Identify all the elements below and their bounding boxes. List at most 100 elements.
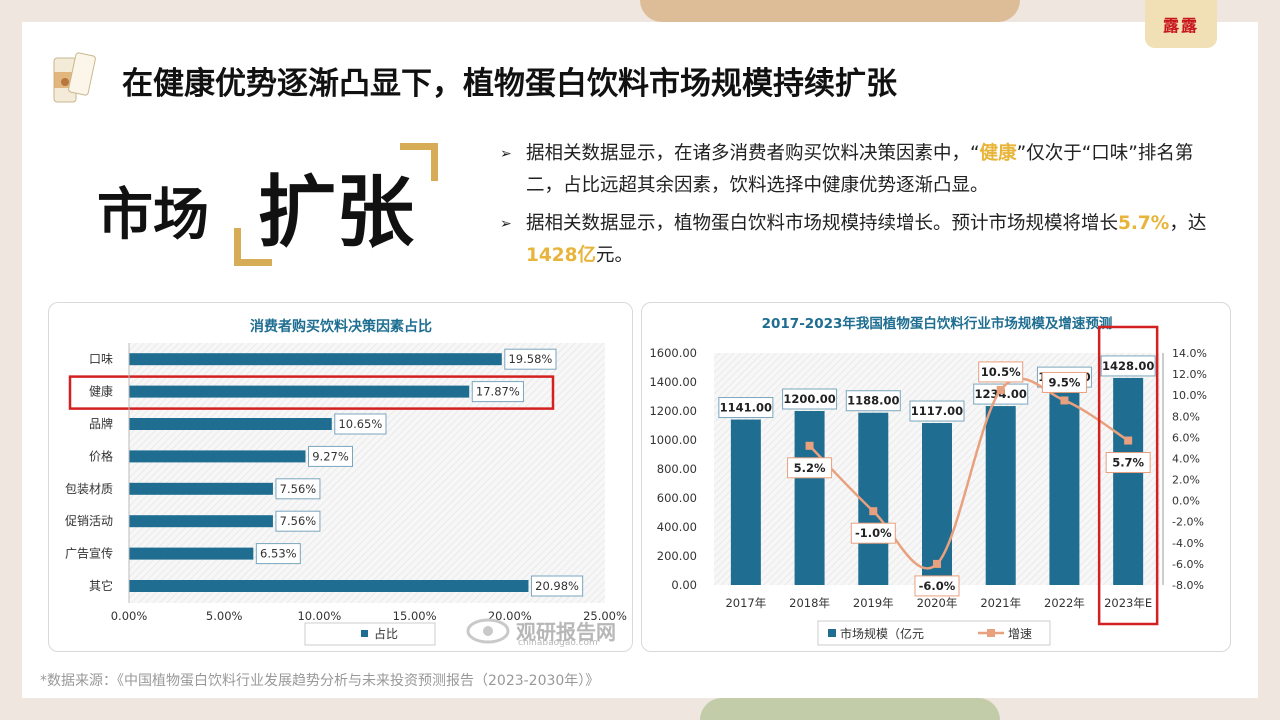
data-label-box — [471, 381, 524, 403]
data-label-box — [782, 388, 838, 410]
data-label: 20.98% — [535, 579, 579, 593]
bar — [794, 411, 825, 585]
data-label: 6.53% — [260, 547, 297, 561]
bar — [129, 385, 470, 398]
legend-label: 增速 — [1008, 627, 1032, 641]
line-point — [996, 385, 1005, 394]
bar — [129, 450, 306, 463]
bar — [922, 423, 952, 585]
chart-panel-market-size: 2017-2023年我国植物蛋白饮料行业市场规模及增速预测 0.00 200.00 4… — [641, 302, 1231, 652]
data-label: -6.0% — [919, 579, 956, 593]
x-tick-label: 20.00% — [488, 609, 532, 623]
bar — [129, 353, 502, 366]
data-label-box — [504, 348, 557, 370]
legend-label: 占比 — [374, 626, 398, 641]
chart-panel-decision-factors: 消费者购买饮料决策因素占比 口味 19.58% 健康 17.87% 品牌 10.65% 价格 9… — [48, 302, 633, 652]
data-label-box — [845, 390, 901, 412]
data-label: 7.56% — [280, 514, 317, 528]
watermark-logo-icon — [466, 618, 510, 643]
category-label: 价格 — [89, 448, 113, 463]
bar — [730, 419, 761, 585]
data-label: 1428.00 — [1102, 359, 1154, 373]
category-label: 健康 — [89, 384, 113, 399]
data-label-box — [909, 400, 965, 422]
data-label: -1.0% — [855, 526, 892, 540]
category-label: 其它 — [89, 578, 113, 593]
data-label: 1117.00 — [911, 404, 963, 418]
data-label-box — [530, 575, 584, 597]
watermark-url: chinabaogao.com — [518, 638, 598, 648]
right-tick-label: -4.0% — [1172, 537, 1204, 550]
bar — [985, 406, 1016, 585]
bar — [129, 580, 529, 592]
legend-swatch-marker — [987, 629, 995, 637]
market-size-chart: 2017-2023年我国植物蛋白饮料行业市场规模及增速预测 0.00 200.00 4… — [649, 315, 1207, 646]
data-source-note: *数据来源：《中国植物蛋白饮料行业发展趋势分析与未来投资预测报告（2023-20… — [40, 673, 600, 689]
data-label-box — [1100, 355, 1156, 377]
highlight-text: 1428亿 — [526, 245, 596, 266]
chart-title: 消费者购买饮料决策因素占比 — [250, 318, 432, 335]
data-label: 9.27% — [312, 449, 349, 463]
data-label-box — [275, 510, 321, 532]
drink-can-icon — [53, 52, 96, 103]
bullet-list: ➢ 据相关数据显示，在诸多消费者购买饮料决策因素中，“健康”仅次于“口味”排名第… — [500, 138, 1210, 278]
right-tick-label: 12.0% — [1172, 368, 1207, 381]
data-label-box — [275, 478, 321, 500]
right-tick-label: 6.0% — [1172, 431, 1200, 444]
bar — [129, 482, 273, 495]
x-tick-label: 2021年 — [980, 596, 1021, 610]
bullet-item: ➢ 据相关数据显示，植物蛋白饮料市场规模持续增长。预计市场规模将增长5.7%，达… — [500, 208, 1210, 272]
data-label: 1141.00 — [720, 401, 772, 415]
highlight-box — [68, 375, 555, 410]
corner-bracket-decoration — [234, 228, 272, 266]
data-label-box — [1105, 452, 1151, 474]
headline-word-expand: 扩张 — [258, 168, 415, 258]
right-tick-label: 0.0% — [1172, 495, 1200, 508]
watermark-text: 观研报告网 — [516, 620, 616, 644]
legend-label: 市场规模（亿元 — [840, 626, 924, 641]
data-label: 1234.00 — [975, 387, 1027, 401]
right-tick-label: 14.0% — [1172, 347, 1207, 360]
category-label: 广告宣传 — [65, 546, 113, 561]
highlight-text: 健康 — [979, 143, 1017, 164]
x-tick-label: 5.00% — [206, 609, 243, 623]
category-label: 促销活动 — [65, 514, 113, 528]
background-food-bottom — [700, 698, 1000, 720]
line-point — [1124, 436, 1133, 445]
background-food-top — [640, 0, 1020, 22]
x-tick-label: 2020年 — [917, 596, 958, 610]
bar — [1049, 389, 1080, 585]
left-tick-label: 400.00 — [657, 520, 697, 534]
arrow-bullet-icon: ➢ — [500, 146, 512, 162]
data-label: 10.65% — [338, 417, 382, 431]
left-tick-label: 800.00 — [657, 462, 697, 476]
left-tick-label: 200.00 — [657, 549, 697, 563]
bar — [858, 412, 889, 585]
line-point — [869, 507, 878, 516]
data-label-box — [255, 543, 301, 565]
left-tick-label: 1400.00 — [649, 375, 697, 389]
x-tick-label: 10.00% — [297, 609, 341, 623]
bullet-text: ”仅次于“口味”排名第二，占比远超其余因素，饮料选择中健康优势逐渐凸显。 — [526, 143, 1194, 196]
data-label: 19.58% — [508, 352, 552, 366]
bar — [129, 515, 273, 528]
x-tick-label: 0.00% — [111, 609, 148, 623]
x-tick-label: 25.00% — [583, 609, 627, 623]
x-tick-label: 15.00% — [393, 609, 437, 623]
highlight-text: 5.7% — [1118, 213, 1170, 234]
right-tick-label: -8.0% — [1172, 579, 1204, 592]
left-tick-label: 1200.00 — [649, 404, 697, 418]
page-title: 在健康优势逐渐凸显下，植物蛋白饮料市场规模持续扩张 — [122, 66, 897, 102]
corner-bracket-decoration — [400, 143, 438, 181]
data-label-box — [973, 383, 1029, 405]
bullet-text: 据相关数据显示，植物蛋白饮料市场规模持续增长。预计市场规模将增长 — [526, 213, 1119, 234]
line-point — [1060, 396, 1069, 405]
category-label: 品牌 — [89, 417, 113, 431]
bar — [129, 547, 254, 560]
bullet-text: ，达 — [1169, 213, 1207, 234]
data-label-box — [978, 361, 1024, 383]
bullet-text: 据相关数据显示，在诸多消费者购买饮料决策因素中，“ — [526, 143, 980, 164]
plot-area — [129, 343, 605, 603]
legend-box — [304, 622, 436, 646]
